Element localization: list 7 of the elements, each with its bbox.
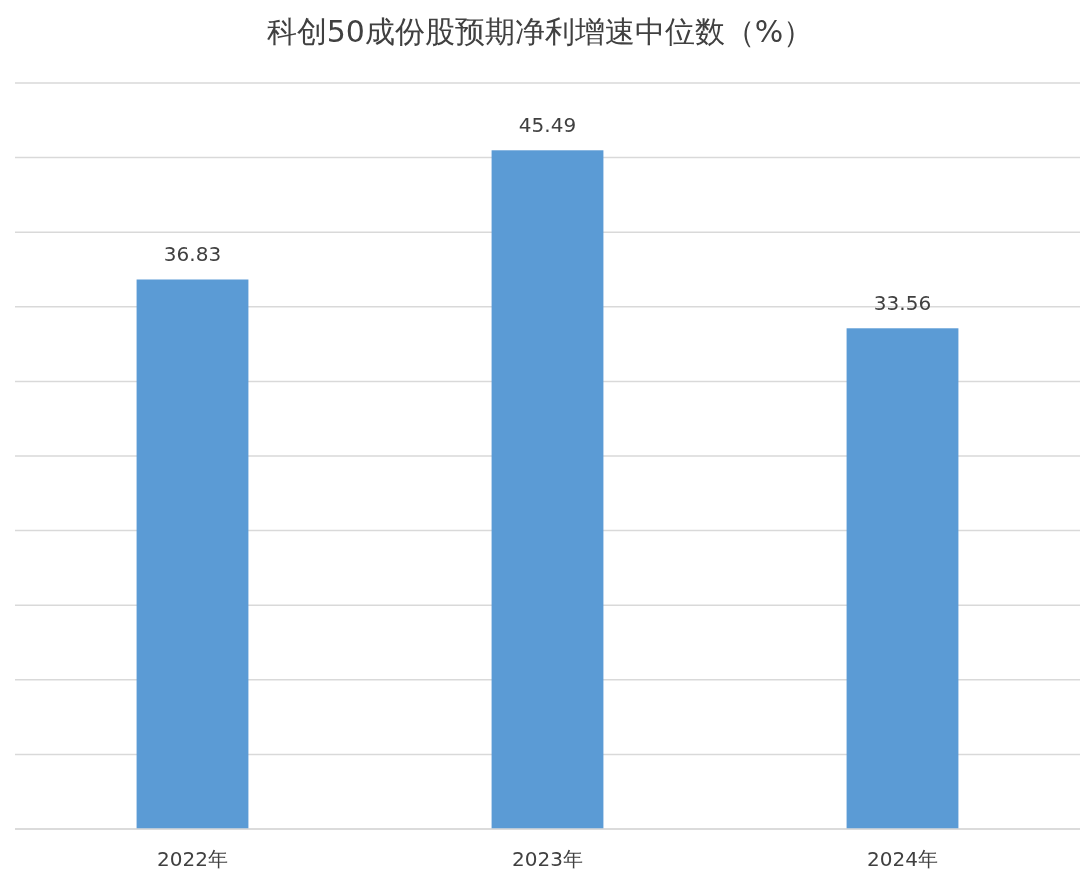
data-label: 36.83 bbox=[163, 242, 222, 267]
x-tick-label: 2023年 bbox=[512, 847, 583, 871]
x-tick-label: 2024年 bbox=[867, 847, 938, 871]
data-label: 45.49 bbox=[518, 113, 577, 138]
data-label: 33.56 bbox=[873, 291, 932, 316]
chart-title: 科创50成份股预期净利增速中位数（%） bbox=[266, 14, 814, 49]
x-tick-label: 2022年 bbox=[157, 847, 228, 871]
